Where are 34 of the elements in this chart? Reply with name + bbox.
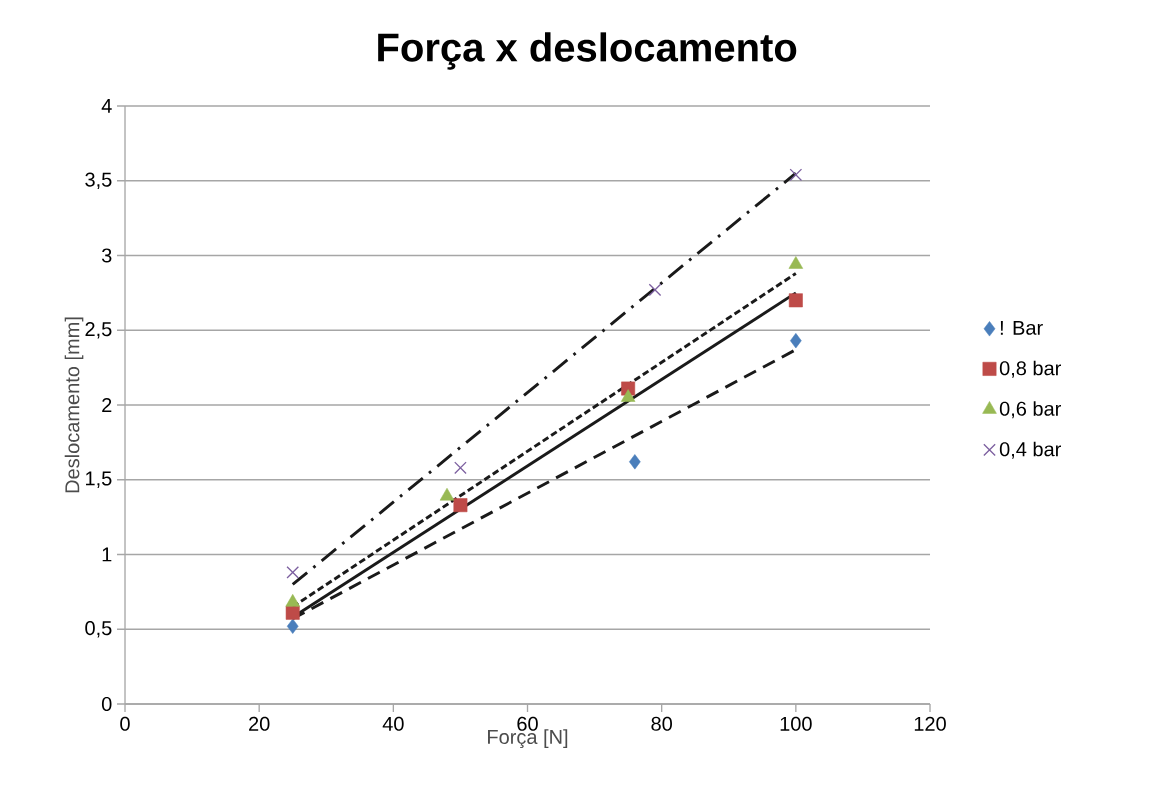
x-tick-label: 80: [651, 716, 672, 731]
y-tick-label: 2,5: [85, 321, 112, 339]
legend-label: 0,4 bar: [999, 441, 1061, 459]
legend-label: ! Bar: [1000, 320, 1043, 335]
point: [790, 333, 802, 349]
x-tick-label: 100: [780, 716, 812, 731]
x-tick-label: 120: [914, 716, 946, 731]
point: [453, 498, 468, 513]
legend-label: 0,6 bar: [999, 401, 1061, 419]
x-axis-title: Força [N]: [488, 729, 568, 749]
y-tick-label: 0: [101, 696, 112, 712]
x-tick-label: 20: [249, 716, 270, 731]
point: [286, 618, 299, 634]
y-tick-label: 0,5: [85, 620, 112, 638]
legend-label: 0,8 bar: [999, 360, 1061, 378]
y-tick-label: 2: [102, 398, 112, 412]
y-tick-label: 3: [101, 248, 112, 263]
point: [629, 454, 641, 470]
point: [454, 461, 467, 475]
y-tick-label: 1: [102, 547, 112, 562]
x-tick-label: 60: [517, 716, 538, 731]
y-tick-label: 3,5: [85, 172, 112, 189]
y-axis-title: Deslocamento [mm]: [64, 317, 84, 493]
y-tick-label: 4: [101, 99, 112, 113]
x-tick-label: 40: [382, 716, 404, 731]
y-tick-label: 1,5: [86, 471, 112, 488]
x-tick-label: 0: [120, 716, 130, 731]
point: [286, 566, 300, 579]
point: [285, 594, 300, 607]
point: [789, 168, 803, 182]
point: [648, 283, 662, 297]
chart-title: Força x deslocamento: [378, 32, 797, 70]
point: [788, 293, 803, 308]
point: [285, 605, 300, 620]
